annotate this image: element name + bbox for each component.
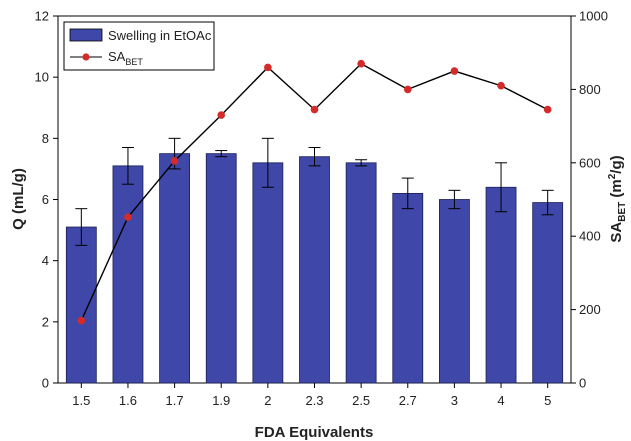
legend-swatch-marker [82,53,90,61]
x-tick-label: 1.6 [119,393,137,408]
bar [205,153,237,384]
sa-bet-point [170,157,179,165]
right-axis-title-unit-a: (m [608,179,625,202]
x-tick-label: 1.9 [212,393,230,408]
legend-swatch-bar [69,28,103,42]
sa-bet-point [450,67,459,75]
right-axis-title: SABET (m2/g) [607,155,628,242]
legend-label-swelling: Swelling in EtOAc [108,28,212,43]
left-tick-label: 4 [42,253,49,268]
x-tick-label: 3 [451,393,458,408]
left-axis-title: Q (mL/g) [10,168,27,230]
x-tick-label: 1.5 [72,393,90,408]
bar [252,162,284,384]
sa-bet-point [497,81,505,90]
right-tick-label: 0 [579,376,586,391]
sa-bet-point [217,111,226,119]
sa-bet-point [264,63,272,72]
sa-bet-point [403,85,412,94]
bar [65,226,97,384]
left-tick-label: 6 [42,192,49,207]
left-y-axis: 0 2 4 6 8 10 12 [35,9,58,391]
legend-label-sa: SABET [108,49,143,67]
right-tick-label: 400 [579,229,601,244]
right-tick-label: 800 [579,82,601,97]
x-axis: 1.5 1.6 1.7 1.9 2 2.3 2.5 2.7 3 4 5 [72,383,551,408]
bar [159,153,190,384]
x-tick-label: 2.5 [352,393,370,408]
legend-label-sa-main: SA [108,49,126,64]
right-y-axis: 0 200 400 600 800 1000 [571,9,608,391]
bar [112,165,144,384]
line-series [77,59,552,325]
left-tick-label: 10 [35,70,49,85]
sa-bet-point [543,105,552,114]
right-tick-label: 600 [579,155,601,170]
sa-bet-point [357,59,365,68]
x-axis-title: FDA Equivalents [255,424,374,441]
bar [392,192,424,384]
sa-bet-point [124,213,132,221]
x-tick-label: 5 [544,393,551,408]
right-axis-title-sup: 2 [607,173,618,179]
x-tick-label: 1.7 [166,393,184,408]
right-axis-title-main: SA [608,222,625,243]
error-bars [75,137,554,246]
x-tick-label: 4 [497,393,504,408]
bar [299,156,330,384]
sa-bet-point [77,316,86,325]
x-tick-label: 2.7 [399,393,417,408]
x-tick-label: 2.3 [305,393,323,408]
right-tick-label: 1000 [579,9,608,24]
right-axis-title-unit-b: /g) [608,155,625,173]
left-tick-label: 0 [42,376,49,391]
left-tick-label: 12 [35,9,49,24]
bar [345,162,377,384]
bar-series [65,153,564,384]
right-axis-title-sub: BET [617,202,628,222]
bar [485,186,517,384]
bar [439,199,470,384]
left-tick-label: 8 [42,131,49,146]
left-tick-label: 2 [42,314,49,329]
bar [532,202,564,384]
right-tick-label: 200 [579,302,601,317]
sa-bet-point [310,105,319,114]
legend-label-sa-sub: BET [125,57,143,67]
x-tick-label: 2 [264,393,271,408]
legend: Swelling in EtOAc SABET [63,21,215,71]
